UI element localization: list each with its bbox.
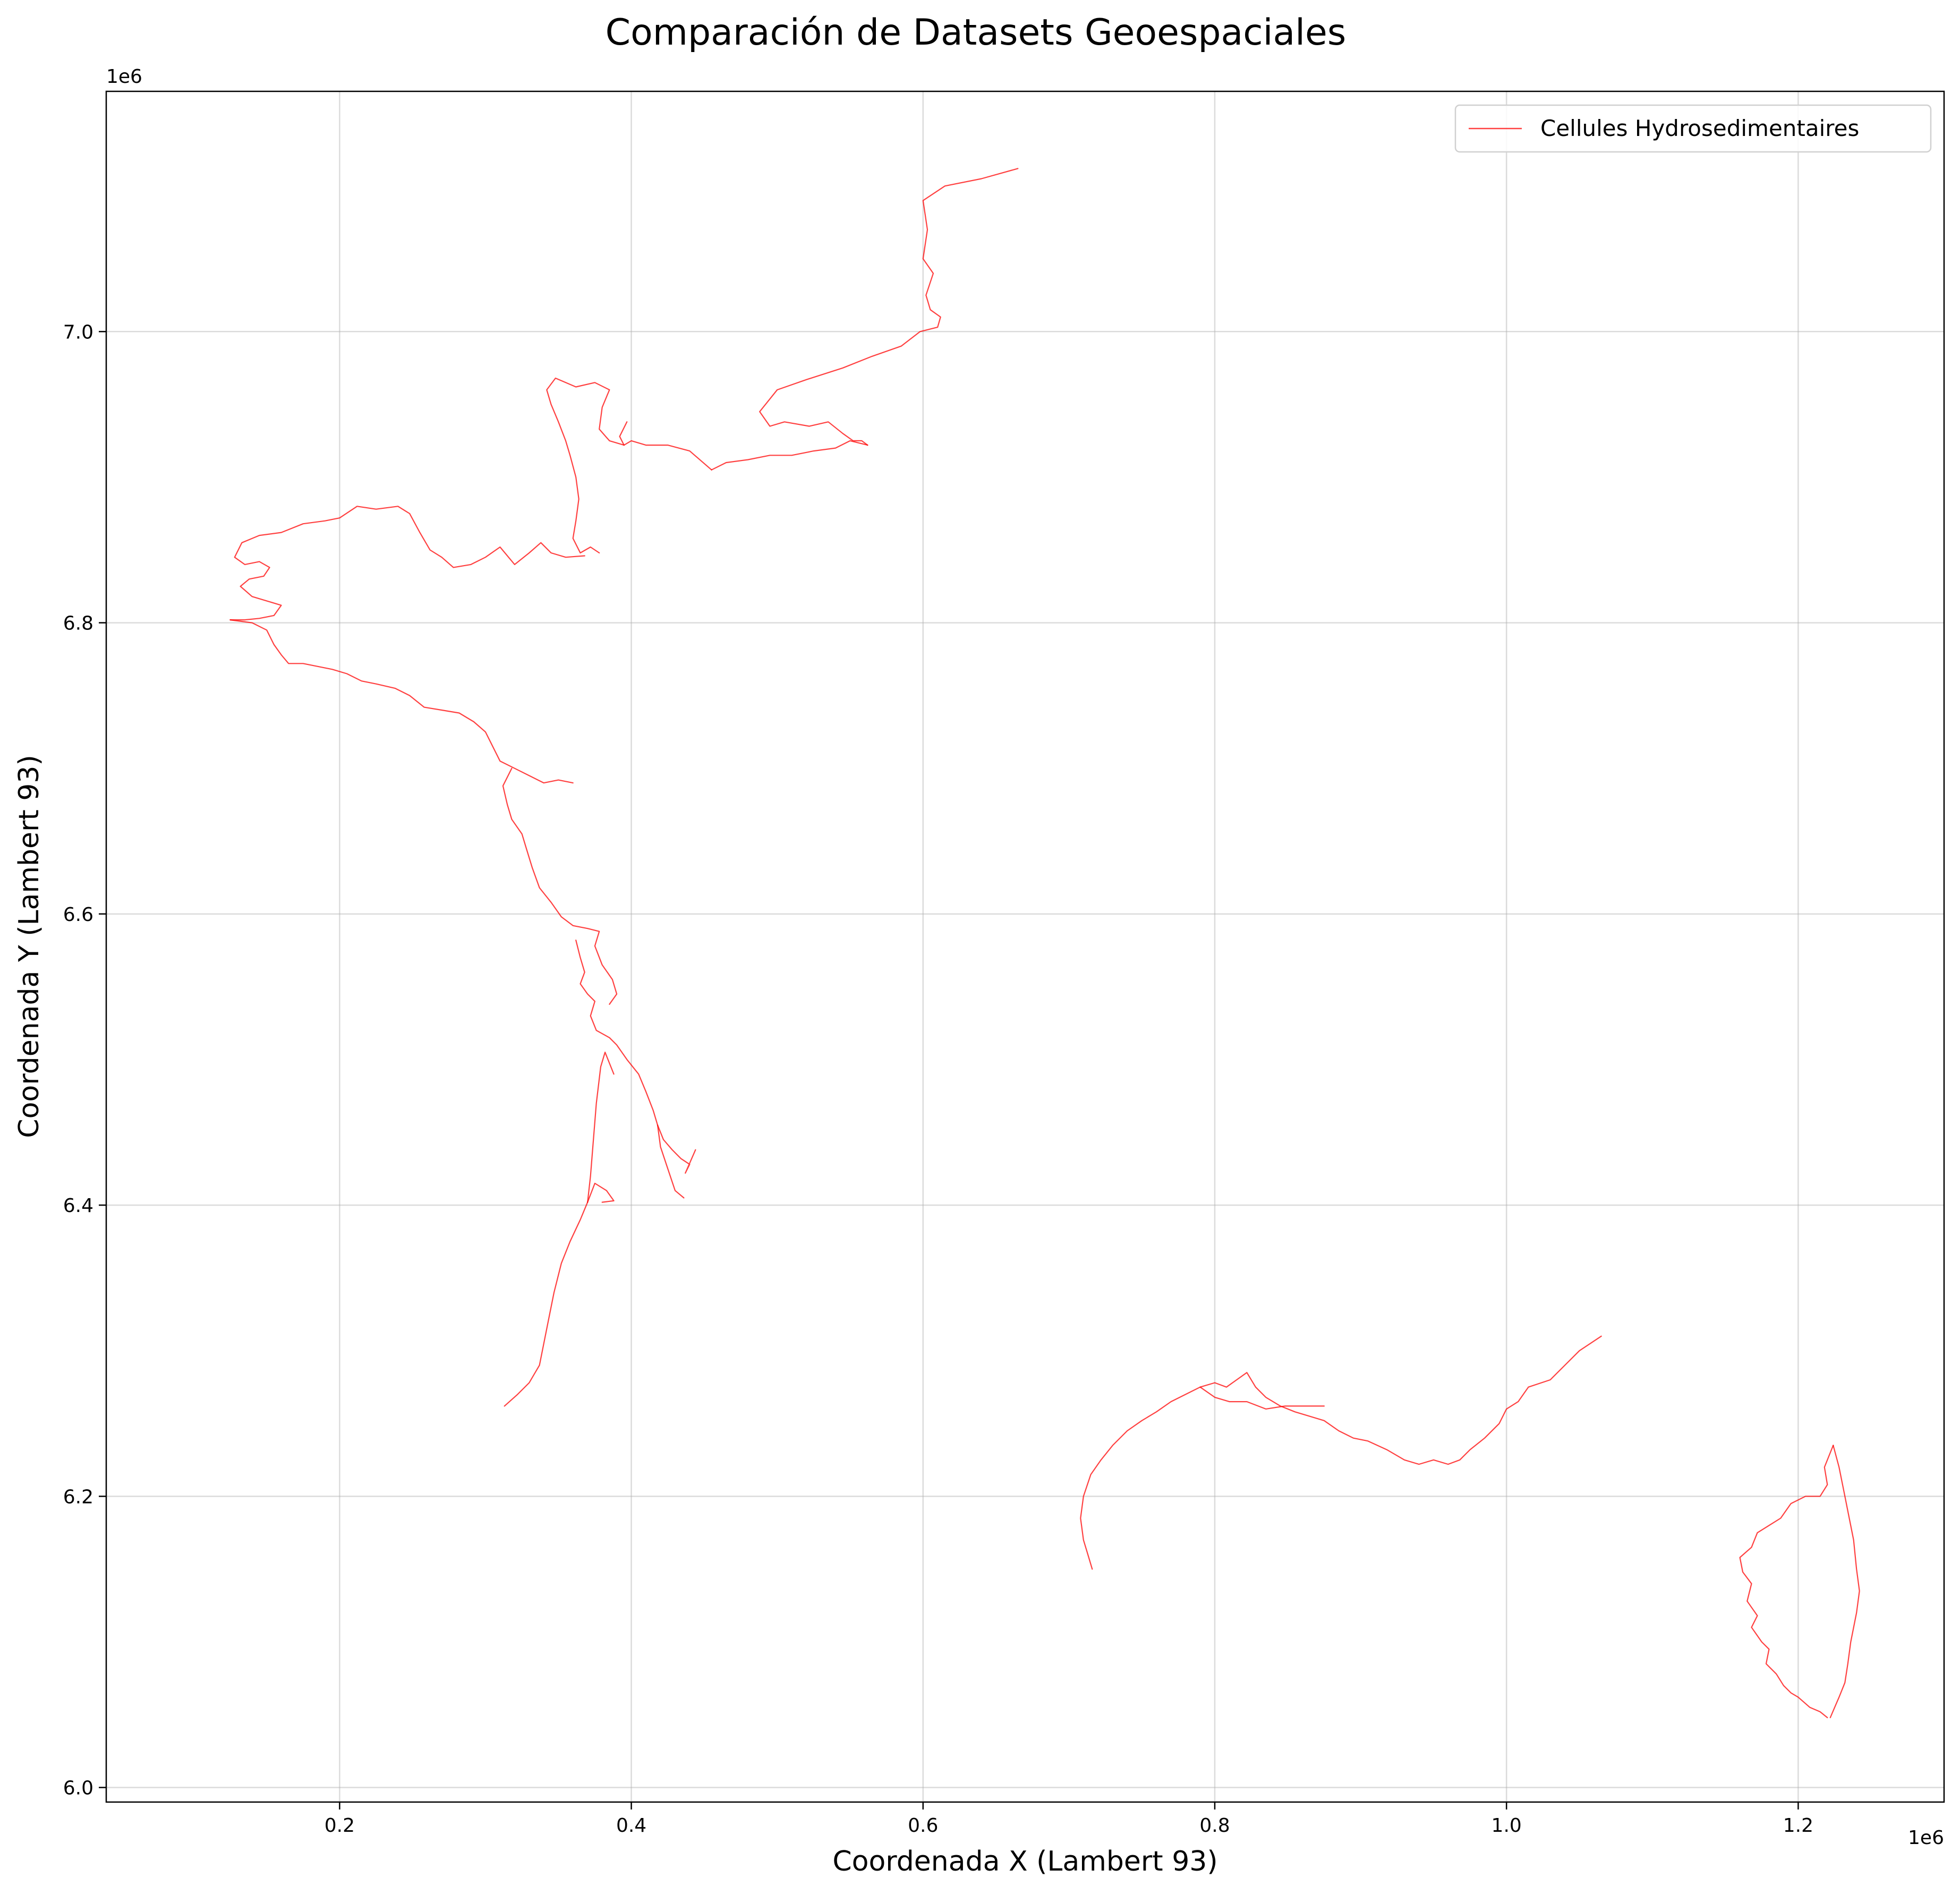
y-tick-label: 6.0 [63, 1778, 93, 1799]
coastline-segment [759, 168, 1019, 446]
coastline-segment [502, 767, 618, 1005]
coastline-segment [229, 506, 585, 621]
y-axis-label: Coordenada Y (Lambert 93) [13, 755, 45, 1138]
coastline-segment [587, 1182, 615, 1203]
coastline-segment [1829, 1445, 1860, 1719]
legend: Cellules Hydrosedimentaires [1454, 104, 1932, 153]
grid [106, 91, 1944, 1802]
legend-box [1454, 104, 1932, 153]
x-offset-label: 1e6 [1908, 1827, 1944, 1849]
x-tick-label: 0.6 [908, 1815, 938, 1837]
coastline-segment [1739, 1445, 1834, 1719]
chart-title: Comparación de Datasets Geoespaciales [606, 12, 1347, 54]
x-tick-label: 0.4 [616, 1815, 646, 1837]
coastline-segment [575, 940, 696, 1174]
x-tick-label: 1.0 [1492, 1815, 1522, 1837]
plot-frame [105, 90, 1945, 1803]
coastline-segment [546, 377, 625, 554]
coastline-segment [711, 440, 868, 471]
x-ticks: 0.2 0.4 0.6 0.8 1.0 1.2 [325, 1802, 1813, 1837]
coastline-segment [1080, 1335, 1602, 1570]
series-layer [229, 168, 1860, 1719]
x-tick-label: 1.2 [1783, 1815, 1813, 1837]
y-tick-label: 6.6 [63, 904, 93, 926]
coastline-segment [504, 1201, 589, 1407]
coastline-segment [587, 1052, 615, 1203]
x-axis-label: Coordenada X (Lambert 93) [832, 1846, 1217, 1877]
coastline-segment [619, 421, 712, 471]
x-tick-label: 0.8 [1199, 1815, 1230, 1837]
coastline-segment [657, 1124, 685, 1199]
y-ticks: 6.0 6.2 6.4 6.6 6.8 7.0 [63, 321, 106, 1799]
x-tick-label: 0.2 [325, 1815, 355, 1837]
y-tick-label: 6.8 [63, 613, 93, 635]
coastline-segment [1199, 1386, 1325, 1410]
y-tick-label: 7.0 [63, 321, 93, 343]
legend-label: Cellules Hydrosedimentaires [1540, 115, 1859, 141]
coastline-segment [229, 619, 574, 784]
y-tick-label: 6.2 [63, 1486, 93, 1508]
y-tick-label: 6.4 [63, 1195, 93, 1217]
y-offset-label: 1e6 [106, 66, 142, 88]
